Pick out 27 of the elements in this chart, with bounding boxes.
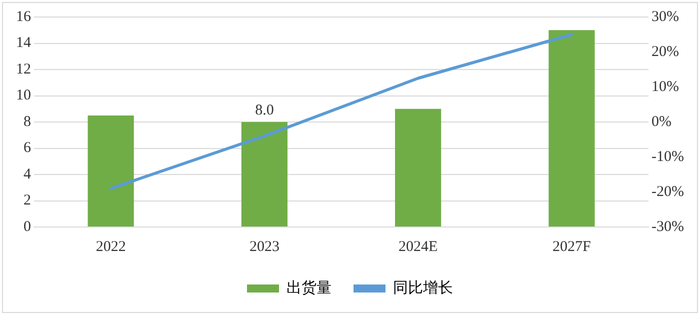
- y-tick-label: 2: [24, 192, 31, 209]
- y-tick-label: 6: [24, 140, 32, 156]
- bar: [395, 108, 442, 226]
- y-tick-label: 10: [16, 88, 31, 104]
- y-tick-label: 16: [16, 8, 32, 25]
- legend-label: 同比增长: [393, 279, 453, 296]
- y-tick-label: 12: [16, 61, 31, 78]
- y2-tick-label: -10%: [652, 148, 684, 165]
- y2-tick-label: -30%: [652, 218, 684, 235]
- y2-tick-label: 30%: [652, 8, 680, 25]
- y2-tick-label: 0%: [652, 114, 672, 130]
- y2-tick-label: 20%: [652, 44, 680, 60]
- bar: [88, 115, 134, 226]
- y-tick-label: 8: [24, 114, 31, 130]
- bar: [548, 30, 595, 226]
- y-tick-label: 0: [24, 218, 31, 235]
- y2-tick-label: 10%: [652, 78, 680, 95]
- y-tick-label: 4: [24, 166, 32, 182]
- y2-tick-label: -20%: [652, 184, 684, 200]
- x-tick-label: 2024E: [398, 238, 438, 255]
- x-tick-label: 2022: [96, 238, 126, 255]
- x-tick-label: 2027F: [552, 238, 591, 255]
- bar: [241, 122, 288, 226]
- y-tick-label: 14: [16, 35, 32, 52]
- data-label: 8.0: [255, 102, 274, 118]
- legend-label: 出货量: [286, 279, 332, 296]
- x-tick-label: 2023: [249, 238, 280, 255]
